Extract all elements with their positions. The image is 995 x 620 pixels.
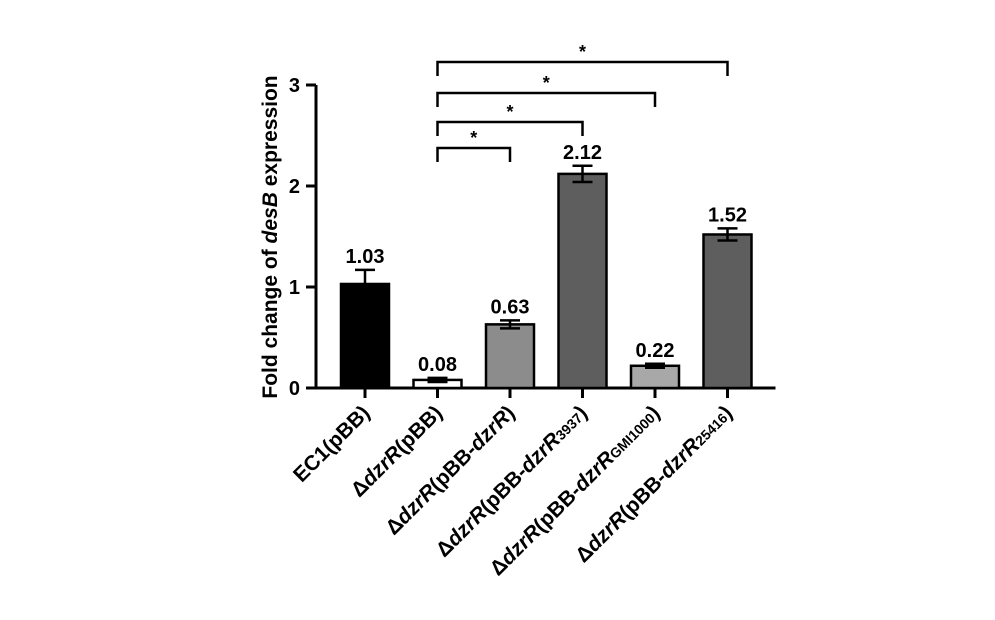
significance-star: *	[506, 102, 513, 122]
category-label-part: (pBB)	[390, 401, 447, 458]
significance-bracket	[436, 91, 657, 107]
y-axis-title-italic: desB	[259, 192, 282, 243]
value-label: 0.08	[418, 354, 457, 376]
y-tick-label: 1	[289, 277, 300, 299]
y-axis-title: Fold change of desB expression	[259, 75, 282, 398]
significance-bracket	[436, 120, 584, 136]
value-label: 2.12	[563, 142, 602, 164]
significance-bracket	[436, 60, 729, 76]
bar	[484, 323, 536, 390]
significance-bracket	[436, 146, 512, 162]
data-labels: 1.03 0.08 0.63 2.12 0.22 1.52	[346, 142, 747, 376]
bar	[339, 282, 391, 390]
bar	[702, 233, 753, 390]
y-axis-title-text: Fold change of desB expression	[259, 75, 282, 398]
significance-star: *	[470, 128, 477, 148]
category-label-part: GMI1000	[606, 410, 658, 462]
y-tick-label: 3	[289, 75, 300, 97]
axes: 0 1 2 3	[289, 75, 776, 400]
x-category-label: ΔdzrR(pBB-dzrR)	[381, 401, 519, 539]
value-label: 1.03	[346, 246, 385, 268]
bars	[339, 164, 753, 390]
y-axis-title-suffix: expression	[259, 75, 282, 192]
significance-star: *	[543, 73, 550, 93]
value-label: 0.63	[491, 296, 530, 318]
y-tick-label: 0	[289, 378, 300, 400]
significance-brackets: * * * *	[436, 42, 729, 162]
significance-star: *	[579, 42, 586, 62]
category-labels: EC1(pBB)ΔdzrR(pBB)ΔdzrR(pBB-dzrR)ΔdzrR(p…	[289, 401, 737, 580]
value-label: 0.22	[636, 340, 675, 362]
value-label: 1.52	[708, 204, 747, 226]
y-axis-title-prefix: Fold change of	[259, 243, 282, 398]
y-tick-label: 2	[289, 176, 300, 198]
bar	[557, 172, 608, 390]
bar	[629, 364, 681, 390]
